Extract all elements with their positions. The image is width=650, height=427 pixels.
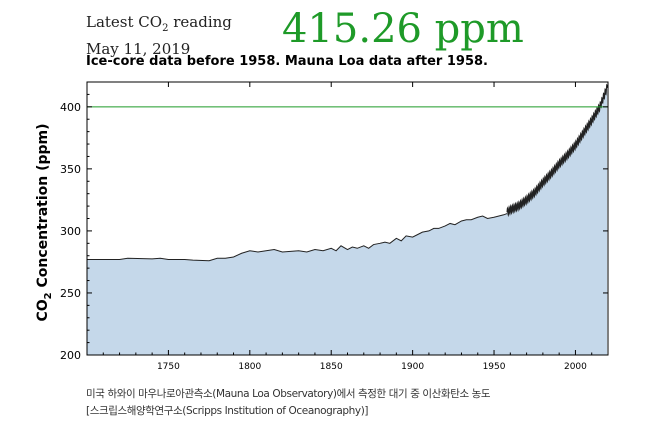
x-tick-label: 1800 bbox=[238, 362, 261, 372]
caption-line-2: [스크립스해양학연구소(Scripps Institution of Ocean… bbox=[86, 405, 369, 417]
x-tick-label: 2000 bbox=[564, 362, 587, 372]
y-tick-label: 200 bbox=[60, 349, 81, 362]
co2-area-fill bbox=[87, 84, 608, 356]
latest-reading-label: Latest CO2 reading May 11, 2019 bbox=[86, 13, 232, 58]
chart-title: Ice-core data before 1958. Mauna Loa dat… bbox=[86, 54, 488, 69]
caption-line-1: 미국 하와이 마우나로아관측소(Mauna Loa Observatory)에서… bbox=[86, 388, 491, 400]
y-axis-label: CO2 Concentration (ppm) bbox=[35, 123, 54, 321]
x-tick-label: 1850 bbox=[320, 362, 343, 372]
y-tick-label: 400 bbox=[60, 101, 81, 114]
y-tick-label: 350 bbox=[60, 163, 81, 176]
latest-co2-value: 415.26 ppm bbox=[282, 6, 524, 52]
y-tick-label: 250 bbox=[60, 287, 81, 300]
ice-core-line bbox=[87, 213, 508, 262]
mauna-loa-line bbox=[506, 83, 608, 218]
reading-date: May 11, 2019 bbox=[86, 40, 191, 58]
x-tick-label: 1900 bbox=[401, 362, 424, 372]
x-tick-label: 1950 bbox=[483, 362, 506, 372]
caption: 미국 하와이 마우나로아관측소(Mauna Loa Observatory)에서… bbox=[86, 386, 491, 420]
x-tick-label: 1750 bbox=[157, 362, 180, 372]
y-tick-label: 300 bbox=[60, 225, 81, 238]
